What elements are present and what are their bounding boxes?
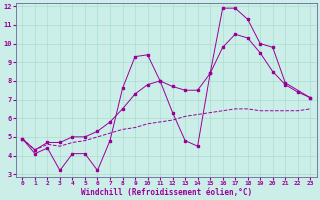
X-axis label: Windchill (Refroidissement éolien,°C): Windchill (Refroidissement éolien,°C) (81, 188, 252, 197)
